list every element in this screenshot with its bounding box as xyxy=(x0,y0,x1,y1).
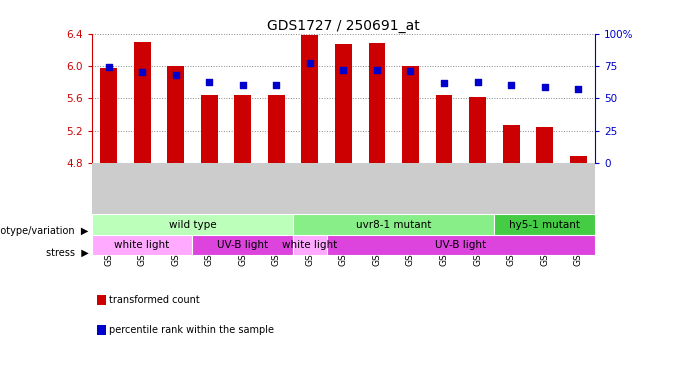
Bar xyxy=(293,214,494,235)
Point xyxy=(405,68,416,74)
Bar xyxy=(335,44,352,163)
Point xyxy=(439,80,449,86)
Point xyxy=(103,64,114,70)
Text: white light: white light xyxy=(282,240,337,250)
Text: UV-B light: UV-B light xyxy=(435,240,486,250)
Text: hy5-1 mutant: hy5-1 mutant xyxy=(509,220,580,230)
Bar xyxy=(436,95,452,163)
Point xyxy=(472,78,483,84)
Text: UV-B light: UV-B light xyxy=(217,240,269,250)
Bar xyxy=(92,235,192,255)
Point xyxy=(237,82,248,88)
Bar xyxy=(326,235,595,255)
Bar xyxy=(134,42,150,163)
Bar xyxy=(192,235,293,255)
Bar xyxy=(494,214,595,235)
Point xyxy=(204,78,215,84)
Point xyxy=(271,82,282,88)
Point xyxy=(573,86,583,92)
Bar xyxy=(92,214,293,235)
Point xyxy=(137,69,148,75)
Bar xyxy=(100,68,117,163)
Bar xyxy=(537,126,553,163)
Bar xyxy=(301,35,318,163)
Bar xyxy=(201,95,218,163)
Point xyxy=(170,72,181,78)
Bar xyxy=(402,66,419,163)
Bar xyxy=(293,235,326,255)
Bar xyxy=(268,95,285,163)
Point xyxy=(539,84,550,90)
Bar xyxy=(570,156,587,163)
Text: stress  ▶: stress ▶ xyxy=(46,248,88,258)
Text: transformed count: transformed count xyxy=(109,295,199,305)
Text: percentile rank within the sample: percentile rank within the sample xyxy=(109,325,274,335)
Bar xyxy=(369,44,386,163)
Text: white light: white light xyxy=(114,240,170,250)
Bar xyxy=(167,66,184,163)
Text: wild type: wild type xyxy=(169,220,216,230)
Point xyxy=(338,67,349,73)
Point xyxy=(506,82,517,88)
Point xyxy=(305,60,316,66)
Text: genotype/variation  ▶: genotype/variation ▶ xyxy=(0,226,88,236)
Bar xyxy=(503,125,520,163)
Bar xyxy=(235,95,251,163)
Point xyxy=(371,67,382,73)
Bar xyxy=(469,98,486,163)
Text: uvr8-1 mutant: uvr8-1 mutant xyxy=(356,220,431,230)
Title: GDS1727 / 250691_at: GDS1727 / 250691_at xyxy=(267,19,420,33)
